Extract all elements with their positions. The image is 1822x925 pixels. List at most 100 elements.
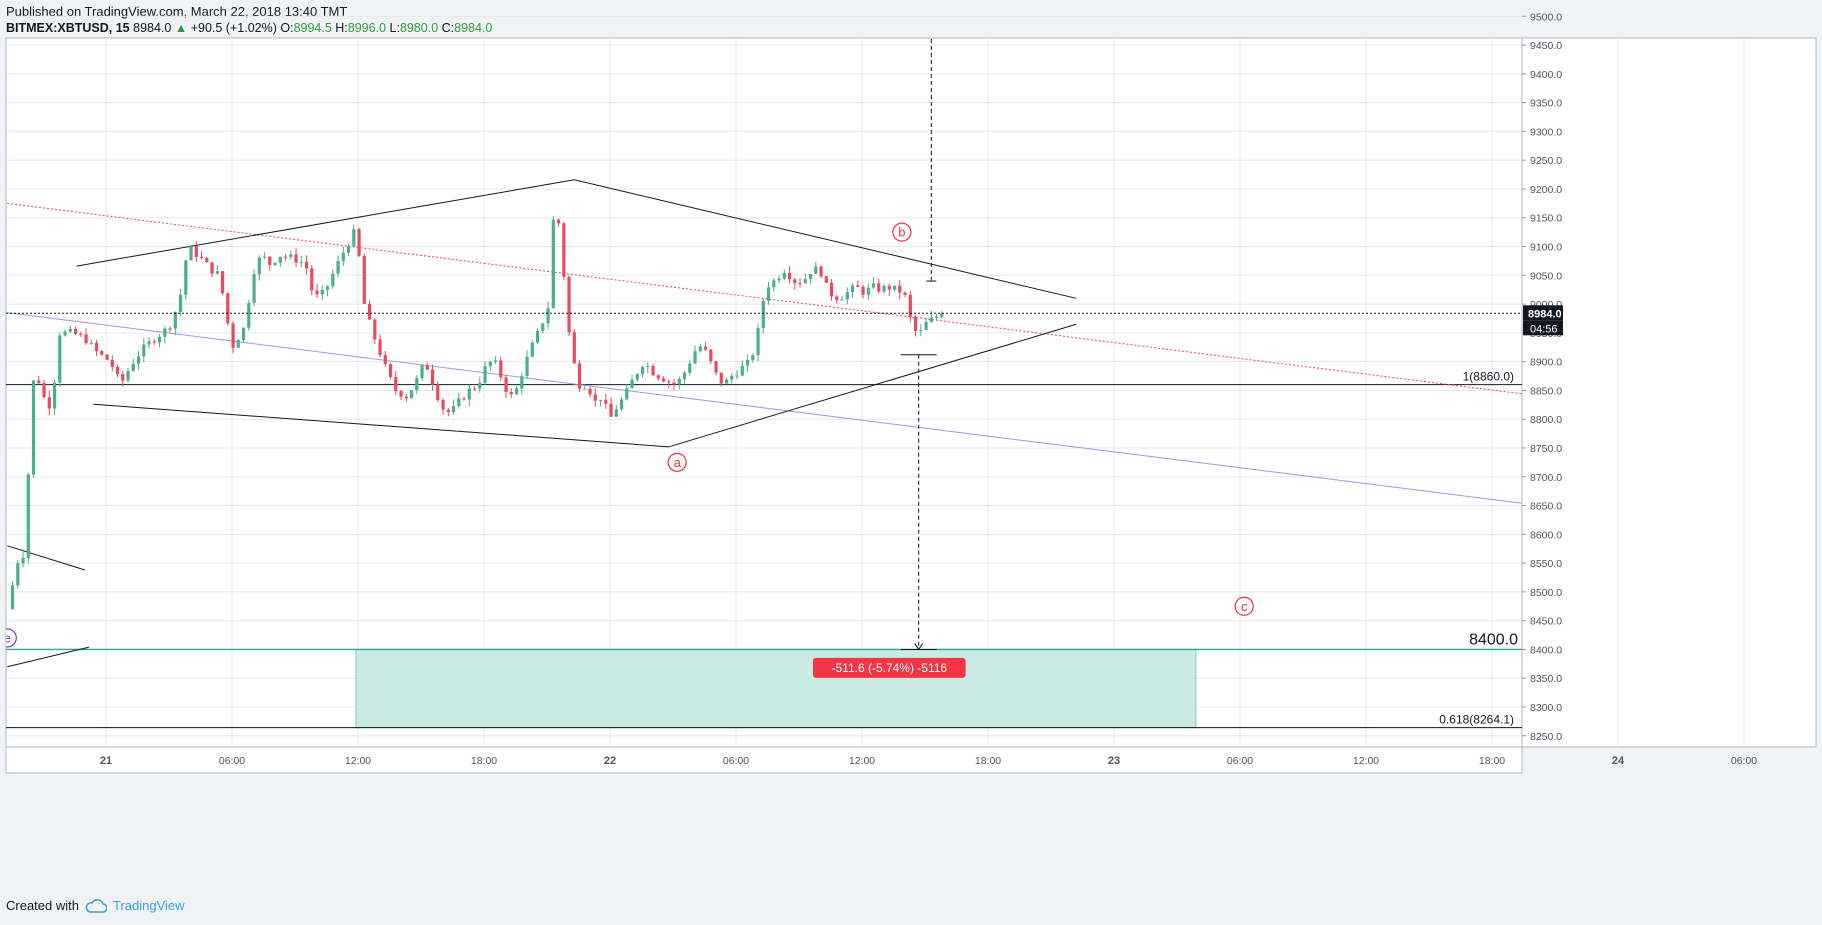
candle-body [178, 294, 183, 313]
target-zone-up [761, 0, 1822, 13]
countdown-tag-bg [1523, 320, 1563, 336]
candle-body [798, 283, 802, 285]
candle-body [730, 376, 734, 380]
open-value: 8994.5 [293, 21, 332, 35]
y-tick-label: 9400.0 [1530, 69, 1562, 81]
candle-body [115, 366, 120, 375]
candle-body [205, 257, 209, 263]
y-tick-label: 9100.0 [1530, 242, 1562, 254]
candle-body [273, 262, 277, 265]
y-tick-label: 9500.0 [1530, 11, 1562, 23]
candle-body [493, 360, 498, 362]
candle-body [373, 319, 377, 340]
y-tick-label: 8900.0 [1530, 357, 1562, 369]
candle-body [157, 336, 162, 343]
triangle-lower-left [93, 403, 669, 448]
arrow-up-icon [927, 2, 935, 8]
candle-body [819, 266, 823, 277]
y-tick-label: 8450.0 [1530, 616, 1562, 628]
candle-body [73, 328, 78, 334]
candle-body [898, 285, 902, 293]
y-tick-label: 8400.0 [1530, 644, 1562, 656]
candle-body [451, 406, 456, 413]
candle-body [194, 246, 198, 257]
candle-body [89, 342, 93, 344]
candle-body [362, 255, 366, 304]
candle-body [173, 312, 177, 329]
y-tick-label: 8650.0 [1530, 501, 1562, 513]
wave-label-circle [667, 452, 687, 472]
candle-body [709, 349, 713, 362]
wave-label-b: b [898, 225, 905, 240]
candle-body [16, 563, 20, 586]
candle-body [152, 341, 156, 343]
candle-body [583, 388, 587, 390]
y-tick-label: 8500.0 [1530, 587, 1562, 599]
price-change: +90.5 (+1.02%) [190, 21, 277, 35]
candle-body [661, 378, 666, 382]
last-price: 8984.0 [133, 21, 172, 35]
x-tick-label: 18:00 [471, 755, 497, 767]
candle-body [189, 246, 193, 261]
candle-body [777, 278, 781, 281]
candle-body [257, 257, 261, 275]
y-tick-label: 9350.0 [1530, 98, 1562, 110]
candle-body [231, 323, 235, 348]
candle-body [399, 391, 403, 397]
candle-body [803, 279, 807, 284]
candle-body [824, 276, 828, 283]
candle-body [903, 292, 907, 295]
candle-body [530, 342, 534, 357]
footer: Created with TradingView [6, 898, 185, 913]
candle-body [94, 342, 99, 351]
triangle-lower-right [668, 323, 1077, 448]
y-tick-label: 8750.0 [1530, 443, 1562, 455]
candle-body [688, 363, 692, 373]
candle-body [336, 261, 340, 274]
tradingview-brand[interactable]: TradingView [112, 898, 185, 913]
candle-body [908, 294, 912, 317]
candle-body [619, 399, 624, 410]
candle-body [331, 273, 335, 287]
low-value: 8980.0 [399, 21, 439, 35]
candle-body [793, 279, 797, 284]
old-wedge-upper [7, 545, 86, 571]
y-tick-label: 8350.0 [1530, 673, 1562, 685]
candle-body [262, 256, 267, 258]
y-tick-label: 8600.0 [1530, 529, 1562, 541]
candle-body [572, 332, 576, 364]
time-axis [5, 746, 1523, 774]
candle-body [478, 382, 482, 389]
candle-body [68, 328, 72, 332]
y-tick-label: 8250.0 [1530, 731, 1562, 743]
y-tick-label: 8700.0 [1530, 472, 1562, 484]
candle-body [651, 365, 655, 376]
candle-body [84, 334, 88, 344]
candle-body [598, 399, 603, 401]
candle-body [593, 394, 597, 401]
wave-label-circle [1234, 596, 1254, 616]
candle-body [766, 287, 771, 301]
y-tick-label: 9300.0 [1530, 126, 1562, 138]
candle-body [220, 271, 225, 294]
candle-body [761, 300, 765, 329]
x-tick-label: 12:00 [345, 755, 371, 767]
y-tick-label: 9250.0 [1530, 155, 1562, 167]
tradingview-cloud-icon[interactable] [85, 898, 107, 913]
candle-body [604, 399, 608, 404]
wave-label-e: e [4, 630, 11, 645]
y-tick-label: 8300.0 [1530, 702, 1562, 714]
wave-label-a: a [674, 455, 682, 470]
close-value: 8984.0 [454, 21, 493, 35]
candle-body [63, 331, 67, 336]
y-tick-label: 8550.0 [1530, 558, 1562, 570]
candle-body [924, 322, 928, 330]
candle-body [236, 340, 240, 348]
candle-body [31, 380, 36, 475]
x-tick-label: 12:00 [849, 755, 875, 767]
symbol-name[interactable]: BITMEX:XBTUSD, 15 [6, 21, 130, 35]
candle-body [682, 372, 687, 379]
x-tick-label: 06:00 [1731, 755, 1757, 767]
candle-body [861, 286, 865, 295]
